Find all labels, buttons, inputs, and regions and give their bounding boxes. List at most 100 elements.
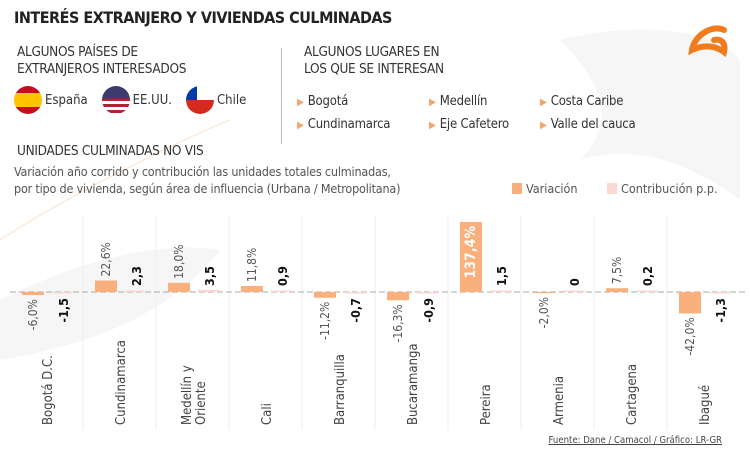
variation-bar: [314, 292, 336, 298]
variation-bar: [241, 285, 263, 292]
variation-label: -16,3%: [391, 304, 405, 342]
country-name: España: [45, 92, 88, 108]
contribution-label: 0,9: [275, 266, 290, 286]
variation-bar: [679, 292, 701, 314]
place-name: Medellín: [439, 94, 488, 109]
contribution-bar: [344, 292, 366, 294]
contribution-label: -0,7: [348, 298, 363, 323]
variation-label: 18,0%: [172, 245, 186, 279]
source-note: Fuente: Dane / Camacol / Gráfico: LR-GR: [548, 435, 722, 446]
place-item: ▶ Bogotá: [297, 94, 348, 109]
divider: [281, 48, 282, 144]
contribution-bar: [271, 290, 293, 292]
legend-swatch: [512, 183, 522, 194]
contribution-label: 1,5: [494, 266, 509, 286]
category-label: Ibagué: [698, 385, 713, 425]
contribution-label: 0: [567, 278, 582, 286]
variation-bar: [533, 292, 555, 294]
place-item: ▶ Cundinamarca: [297, 117, 390, 132]
chile-flag-icon: [186, 86, 214, 114]
category-label: Cali: [260, 403, 275, 425]
contribution-bar: [52, 292, 74, 294]
legend-label: Contribución p.p.: [621, 181, 718, 196]
category-label: Bucaramanga: [406, 343, 421, 425]
triangle-icon: ▶: [429, 97, 436, 108]
place-item: ▶ Eje Cafetero: [429, 117, 509, 132]
category-label: Cundinamarca: [114, 340, 129, 425]
heading-line: EXTRANJEROS INTERESADOS: [17, 61, 187, 77]
contribution-label: 3,5: [202, 266, 217, 286]
variation-label: 137,4%: [463, 226, 479, 279]
contribution-label: -0,9: [421, 298, 436, 323]
place-name: Cundinamarca: [307, 117, 391, 132]
country-name: EE.UU.: [132, 92, 172, 108]
category-label: Armenia: [552, 376, 567, 425]
page-title: INTERÉS EXTRANJERO Y VIVIENDAS CULMINADA…: [14, 8, 392, 27]
variation-label: 7,5%: [610, 257, 624, 284]
place-name: Valle del cauca: [550, 117, 636, 132]
variation-label: 11,8%: [245, 248, 259, 282]
triangle-icon: ▶: [429, 120, 436, 131]
variation-bar: [168, 282, 190, 292]
place-item: ▶ Valle del cauca: [540, 117, 636, 132]
variation-bar: [606, 288, 628, 292]
variation-bar: [95, 280, 117, 292]
contribution-bar: [198, 289, 220, 292]
subtitle-line: por tipo de vivienda, según área de infl…: [14, 181, 401, 196]
category-label: Bogotá D.C.: [41, 355, 56, 425]
contribution-bar: [125, 290, 147, 292]
variation-bar: [460, 221, 482, 292]
chart-title: UNIDADES CULMINADAS NO VIS: [17, 143, 204, 159]
legend-variation: Variación: [512, 181, 578, 196]
triangle-icon: ▶: [540, 97, 547, 108]
heading-line: LOS QUE SE INTERESAN: [304, 61, 444, 77]
legend-contribution: Contribución p.p.: [607, 181, 718, 196]
usa-flag-icon: [101, 86, 130, 114]
triangle-icon: ▶: [297, 97, 304, 108]
contribution-label: -1,5: [56, 298, 71, 323]
variation-label: 22,6%: [99, 242, 113, 276]
countries-heading: ALGUNOS PAÍSES DE EXTRANJEROS INTERESADO…: [17, 44, 186, 78]
contribution-bar: [636, 290, 658, 292]
place-name: Costa Caribe: [550, 94, 624, 109]
variation-label: -42,0%: [683, 317, 697, 355]
places-heading: ALGUNOS LUGARES EN LOS QUE SE INTERESAN: [304, 44, 444, 78]
contribution-bar: [709, 292, 731, 294]
contribution-bar: [563, 290, 585, 292]
contribution-label: 2,3: [129, 266, 144, 286]
place-item: ▶ Medellín: [429, 94, 487, 109]
category-label: Oriente: [194, 381, 209, 425]
place-item: ▶ Costa Caribe: [540, 94, 623, 109]
heading-line: ALGUNOS LUGARES EN: [304, 44, 440, 60]
contribution-label: 0,2: [640, 266, 655, 286]
contribution-bar: [490, 290, 512, 292]
place-name: Bogotá: [307, 94, 349, 109]
country-item: Chile: [186, 86, 246, 114]
legend-label: Variación: [526, 181, 578, 196]
triangle-icon: ▶: [540, 120, 547, 131]
contribution-label: -1,3: [713, 298, 728, 323]
countries-list: España EE.UU. Chile: [14, 86, 260, 114]
category-label: Cartagena: [625, 364, 640, 425]
heading-line: ALGUNOS PAÍSES DE: [17, 44, 138, 60]
variation-bar: [387, 292, 409, 301]
category-label: Pereira: [479, 384, 494, 425]
variation-bar: [22, 292, 44, 296]
spain-flag-icon: [14, 86, 42, 114]
country-item: España: [14, 86, 88, 114]
chart-subtitle: Variación año corrido y contribución las…: [14, 163, 400, 197]
subtitle-line: Variación año corrido y contribución las…: [14, 164, 391, 179]
country-item: EE.UU.: [101, 86, 172, 114]
country-name: Chile: [217, 92, 247, 108]
category-label: Medellín y: [180, 365, 195, 425]
place-name: Eje Cafetero: [439, 117, 509, 132]
brand-logo-icon: [688, 25, 728, 58]
variation-label: -2,0%: [537, 297, 551, 328]
variation-label: -11,2%: [318, 302, 332, 340]
category-label: Barranquilla: [333, 354, 348, 425]
variation-label: -6,0%: [26, 299, 40, 330]
triangle-icon: ▶: [297, 120, 304, 131]
